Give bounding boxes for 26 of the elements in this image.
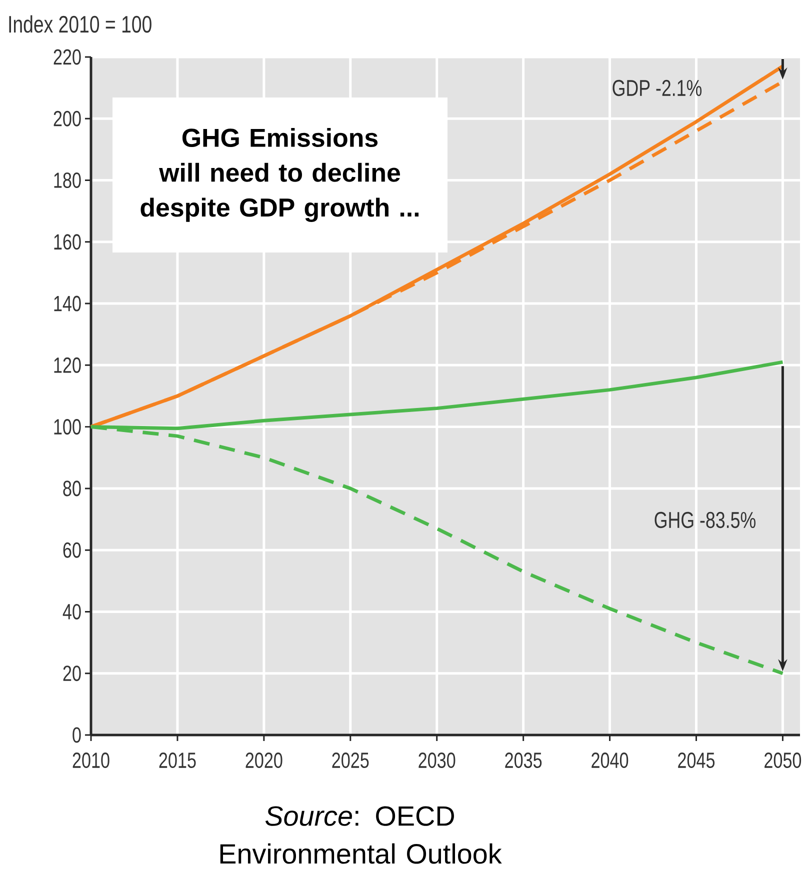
- x-tick-label: 2045: [678, 752, 715, 768]
- x-tick-label: 2025: [332, 752, 369, 768]
- y-tick-label: 200: [54, 110, 81, 126]
- annotation: GHG Emissions will need to decline despite GDP growth ...: [140, 128, 419, 222]
- x-tick-label: 2040: [592, 752, 628, 768]
- y-tick-label: 140: [54, 296, 81, 312]
- y-tick-label: 160: [54, 234, 81, 250]
- y-tick-label: 100: [54, 419, 81, 435]
- x-tick-label: 2030: [418, 752, 456, 768]
- y-tick-label: 180: [54, 172, 81, 188]
- x-tick-label: 2035: [505, 752, 542, 768]
- y-axis-title: Index 2010 = 100: [9, 15, 152, 33]
- text: Source: OECD Environmental Outlook: [220, 806, 502, 864]
- x-tick-label: 2015: [159, 752, 196, 768]
- annotation: GHG -83.5%: [654, 512, 756, 528]
- x-tick-label: 2010: [72, 752, 110, 768]
- annotation: GDP -2.1%: [612, 80, 702, 96]
- y-tick-label: 220: [54, 49, 81, 65]
- y-tick-label: 80: [63, 480, 81, 496]
- y-tick-label: 40: [62, 604, 81, 620]
- y-tick-label: 60: [63, 542, 81, 558]
- x-tick-label: 2050: [764, 752, 802, 768]
- y-tick-label: 0: [72, 727, 81, 743]
- x-tick-label: 2020: [246, 752, 282, 768]
- y-tick-label: 120: [54, 357, 81, 373]
- y-tick-label: 20: [63, 666, 81, 682]
